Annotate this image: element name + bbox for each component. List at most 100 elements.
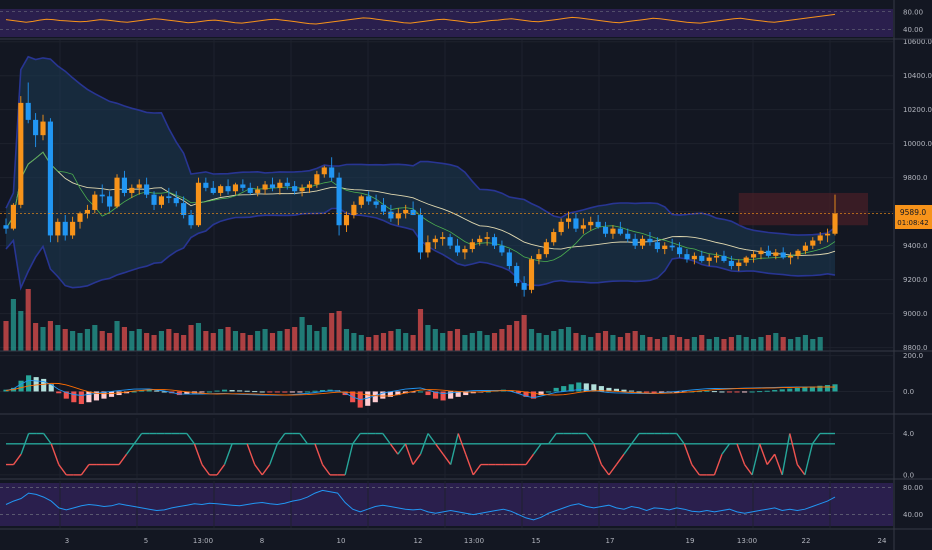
- volume-bar: [484, 335, 490, 351]
- macd-histogram-bar: [613, 388, 620, 392]
- candle-body: [380, 204, 387, 212]
- stochastic-segment: [600, 464, 610, 476]
- stochastic-segment: [608, 464, 618, 476]
- macd-histogram-bar: [741, 391, 748, 393]
- y-tick-label: 10000.0: [903, 140, 932, 148]
- candle-body: [166, 196, 172, 199]
- macd-histogram-bar: [244, 390, 250, 392]
- volume-bar: [543, 335, 549, 351]
- top-oscillator-panel[interactable]: 80.00 40.00: [0, 8, 923, 37]
- volume-bar: [92, 325, 98, 351]
- volume-bar: [691, 337, 697, 351]
- volume-bar: [136, 329, 142, 351]
- stochastic-panel[interactable]: 4.0 0.0: [0, 418, 914, 479]
- stochastic-segment: [789, 433, 798, 465]
- candle-body: [114, 177, 120, 207]
- volume-bar: [706, 339, 712, 351]
- volume-bar: [795, 337, 801, 351]
- time-axis[interactable]: 3 5 13:00 8 10 12 13:00 15 17 19 13:00 22 24: [65, 537, 887, 545]
- rsi-grid: [0, 481, 893, 528]
- candle-body: [70, 221, 76, 236]
- volume-bar: [454, 329, 461, 351]
- stochastic-segment: [811, 433, 821, 445]
- macd-histogram-bar: [56, 391, 62, 394]
- volume-bar: [447, 331, 453, 351]
- last-price-box: [895, 205, 932, 229]
- rsi-panel[interactable]: 80.00 40.00: [0, 481, 923, 528]
- macd-histogram-bar: [591, 384, 597, 392]
- candle-body: [388, 211, 394, 219]
- price-panel[interactable]: 10600.010400.010200.010000.09800.09600.0…: [0, 38, 932, 352]
- volume-bar: [121, 327, 127, 351]
- macd-histogram-bar: [93, 391, 100, 401]
- macd-axis: 200.0 0.0: [903, 352, 923, 396]
- y-tick-label: 9000.0: [903, 310, 928, 318]
- volume-bars: [3, 289, 823, 351]
- candle-body: [558, 221, 564, 233]
- candle-body: [410, 209, 416, 216]
- stochastic-segment: [299, 433, 309, 445]
- candle-body: [366, 196, 372, 202]
- candle-body: [3, 225, 9, 229]
- macd-histogram-bar: [206, 391, 213, 393]
- volume-bar: [477, 331, 483, 351]
- macd-histogram-bar: [139, 390, 145, 392]
- candle-body: [743, 257, 749, 263]
- macd-histogram-bar: [704, 390, 710, 392]
- volume-bar: [669, 335, 675, 351]
- candle-body: [588, 221, 594, 226]
- candle-body: [543, 242, 549, 255]
- volume-bar: [410, 335, 416, 351]
- candle-body: [77, 213, 83, 222]
- macd-histogram-bar: [199, 391, 205, 393]
- candle-body: [647, 238, 653, 243]
- macd-histogram-bar: [274, 391, 280, 393]
- stochastic-segment: [412, 453, 422, 465]
- volume-bar: [403, 333, 409, 351]
- volume-bar: [107, 333, 113, 351]
- volume-bar: [232, 331, 239, 351]
- macd-histogram-bar: [636, 391, 642, 393]
- volume-bar: [491, 333, 498, 351]
- volume-bar: [225, 327, 231, 351]
- volume-bar: [617, 337, 623, 351]
- volume-bar: [632, 331, 638, 351]
- rsi-band: [0, 483, 893, 526]
- macd-histogram-bar: [440, 391, 446, 401]
- candle-body: [218, 186, 224, 193]
- stochastic-segment: [615, 453, 625, 465]
- candle-body: [484, 237, 490, 239]
- x-tick-label: 17: [606, 537, 615, 545]
- candle-body: [632, 238, 638, 246]
- candle-body: [462, 249, 468, 253]
- stochastic-segment: [435, 443, 444, 455]
- volume-bar: [366, 337, 372, 351]
- macd-histogram-bar: [289, 391, 295, 393]
- ichimoku-cloud: [738, 192, 868, 226]
- candle-body: [232, 184, 239, 192]
- stochastic-segment: [261, 464, 271, 476]
- volume-bar: [343, 329, 350, 351]
- volume-bar: [99, 331, 105, 351]
- stochastic-segment: [276, 433, 286, 445]
- candle-body: [299, 187, 305, 192]
- candle-body: [440, 237, 446, 239]
- stochastic-segment: [676, 433, 685, 445]
- macd-histogram-bar: [282, 391, 288, 393]
- volume-bar: [736, 335, 742, 351]
- macd-panel[interactable]: 200.0 0.0: [0, 352, 923, 413]
- volume-bar: [380, 333, 387, 351]
- candle-body: [728, 260, 734, 267]
- candle-body: [62, 221, 68, 236]
- stochastic-segment: [781, 433, 791, 476]
- x-tick-label: 8: [260, 537, 264, 545]
- candle-body: [321, 167, 327, 175]
- y-tick-label: 40.00: [903, 511, 923, 519]
- candle-body: [25, 102, 31, 120]
- stochastic-segment: [321, 464, 331, 476]
- candle-body: [10, 204, 16, 229]
- candle-body: [825, 233, 831, 236]
- stochastic-segment: [442, 453, 452, 465]
- candle-body: [699, 255, 705, 261]
